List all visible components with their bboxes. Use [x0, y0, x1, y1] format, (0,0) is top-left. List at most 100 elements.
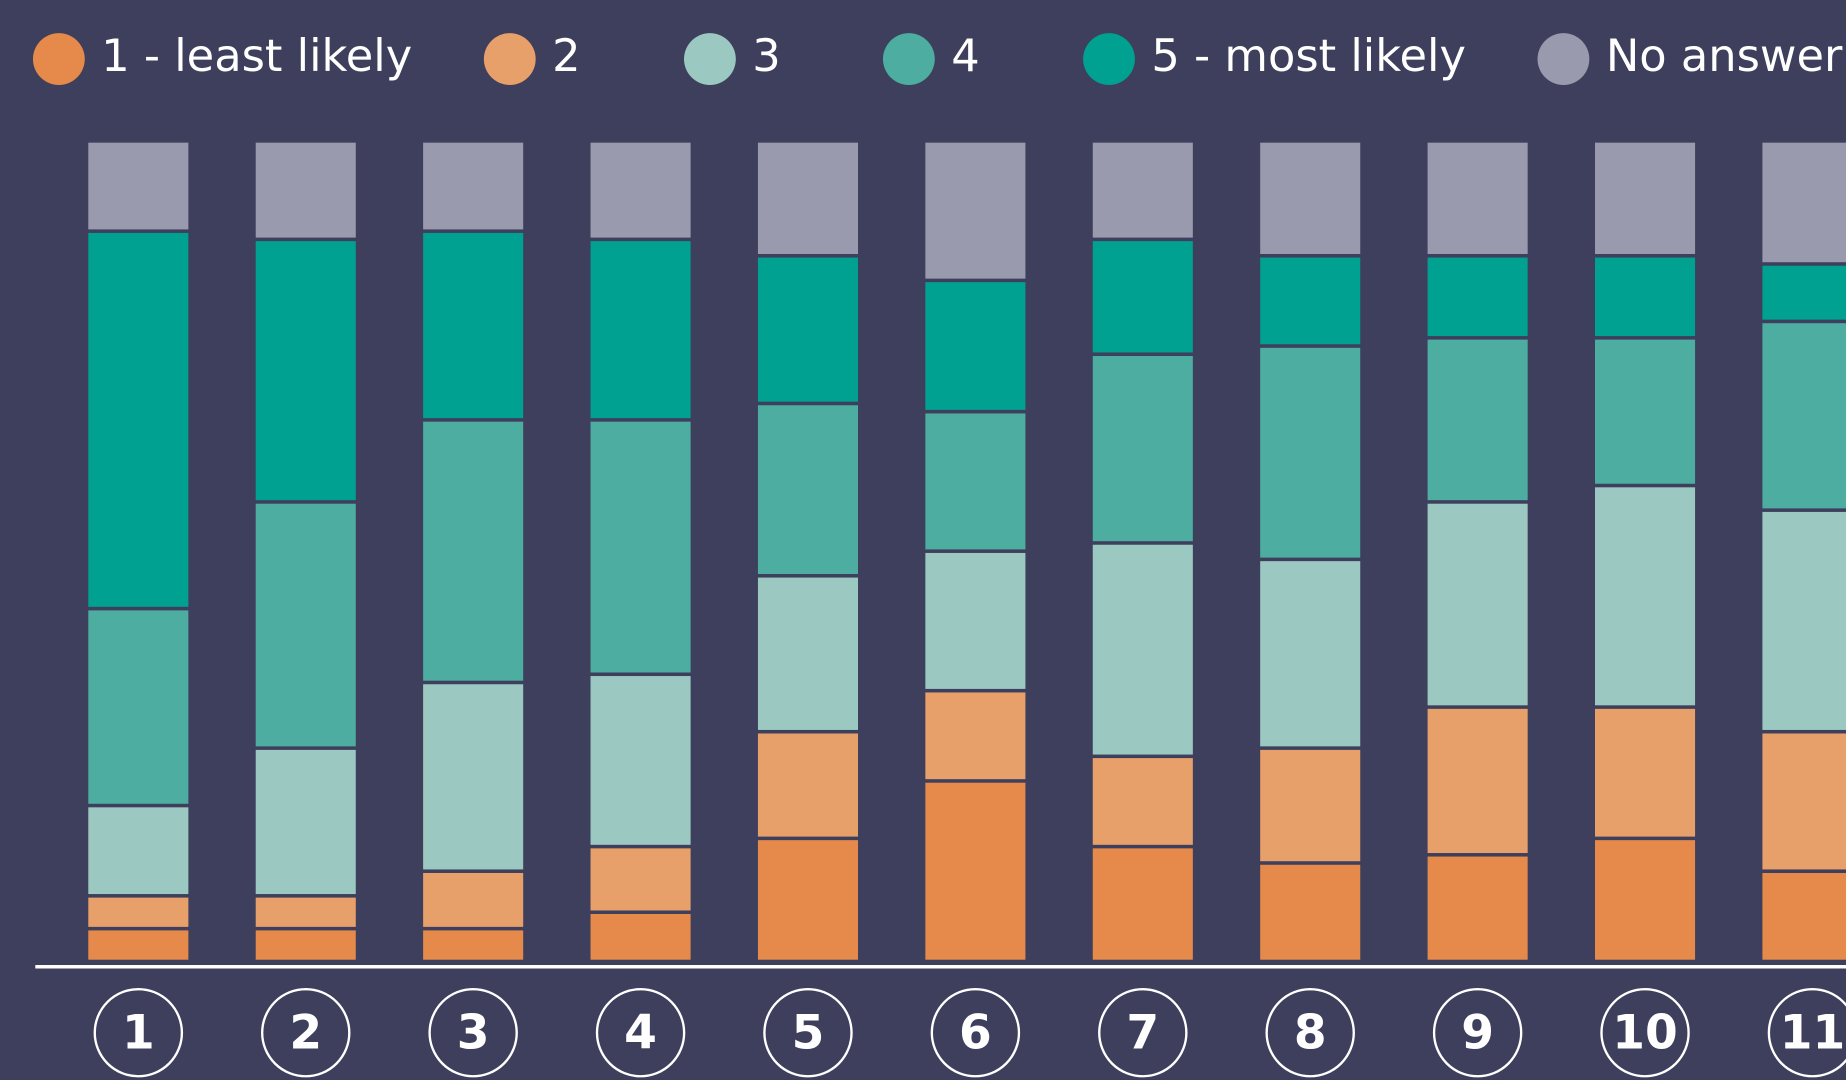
bar-segment: [925, 552, 1026, 689]
bar-segment: [255, 241, 356, 501]
bar-segment: [1762, 511, 1846, 730]
bar-segment: [88, 610, 189, 804]
legend-label: 4: [951, 29, 979, 82]
category-badge: [763, 987, 853, 1078]
bar-segment: [1595, 708, 1696, 837]
legend-swatch: [483, 33, 536, 85]
bar-segment: [1092, 356, 1193, 542]
bar-segment: [590, 241, 691, 419]
bar-segment: [423, 142, 524, 230]
bar-segment: [590, 142, 691, 238]
x-tick-label: 9: [1461, 1006, 1494, 1061]
bar-segment: [757, 577, 859, 730]
bar-segment: [590, 914, 691, 960]
bar-segment: [423, 930, 524, 960]
x-tick-label: 7: [1126, 1006, 1159, 1061]
x-tick-label: 11: [1780, 1006, 1846, 1061]
category-badge: [595, 987, 686, 1078]
x-tick-label: 4: [624, 1006, 657, 1061]
legend-swatch: [684, 33, 736, 85]
bar-segment: [88, 232, 189, 607]
bar-segment: [88, 930, 189, 960]
legend-label: No answer: [1606, 29, 1843, 82]
bar-segment: [757, 142, 859, 255]
category-badge: [1600, 987, 1690, 1078]
x-tick-label: 1: [122, 1006, 155, 1061]
bar-segment: [1260, 561, 1361, 747]
bar-segment: [1595, 142, 1696, 255]
bar-segment: [88, 142, 189, 230]
category-badge: [1265, 987, 1355, 1078]
x-tick-label: 3: [457, 1006, 490, 1061]
bar-segment: [925, 692, 1026, 780]
bar-segment: [423, 684, 524, 870]
bar-segment: [757, 405, 859, 575]
category-badge: [93, 987, 184, 1078]
bar-segment: [757, 257, 859, 402]
bar-segment: [1595, 257, 1696, 337]
bar-segment: [1260, 864, 1361, 960]
bar-segment: [1427, 142, 1528, 255]
legend-swatch: [882, 33, 935, 85]
bar-segment: [1595, 487, 1696, 706]
bar-segment: [1260, 142, 1361, 255]
legend-label: 1 - least likely: [101, 29, 412, 82]
x-tick-label: 2: [289, 1006, 322, 1061]
bar-segment: [1260, 347, 1361, 558]
bar-segment: [1427, 708, 1528, 854]
bar-segment: [590, 676, 691, 845]
bar-segment: [1427, 503, 1528, 706]
bar-segment: [423, 421, 524, 681]
bar-segment: [88, 807, 189, 895]
category-badge: [1767, 987, 1846, 1078]
bar-segment: [1595, 339, 1696, 484]
bar-segment: [1427, 339, 1528, 501]
legend-swatch: [1083, 33, 1135, 85]
legend-label: 5 - most likely: [1151, 29, 1466, 82]
bar-segment: [1092, 241, 1193, 353]
category-badge: [930, 987, 1021, 1078]
bar-segment: [423, 872, 524, 927]
category-badge: [428, 987, 518, 1078]
x-tick-label: 5: [792, 1006, 825, 1061]
bar-segment: [1260, 257, 1361, 345]
bar-segment: [590, 848, 691, 911]
bar-segment: [757, 840, 859, 960]
bar-segment: [255, 142, 356, 238]
legend-swatch: [32, 33, 85, 85]
category-badge: [261, 987, 351, 1078]
bar-segment: [1595, 840, 1696, 960]
bar-segment: [255, 897, 356, 927]
bar-segment: [1092, 544, 1193, 755]
bar-segment: [1762, 265, 1846, 320]
bar-segment: [590, 421, 691, 673]
legend-label: 2: [552, 29, 580, 82]
bar-segment: [1092, 142, 1193, 238]
bar-segment: [1762, 142, 1846, 263]
bar-segment: [1092, 758, 1193, 845]
bar-segment: [925, 142, 1026, 279]
bar-segment: [255, 749, 356, 895]
bar-segment: [1762, 733, 1846, 870]
bar-segment: [88, 897, 189, 927]
bar-segment: [925, 782, 1026, 960]
legend-swatch: [1537, 33, 1590, 85]
bar-segment: [1092, 848, 1193, 960]
bar-segment: [423, 232, 524, 419]
x-tick-label: 8: [1294, 1006, 1327, 1061]
bar-segment: [1762, 323, 1846, 509]
bar-segment: [1260, 749, 1361, 862]
x-tick-label: 10: [1612, 1006, 1678, 1061]
category-badge: [1098, 987, 1188, 1078]
bar-segment: [1427, 856, 1528, 960]
bar-segment: [925, 282, 1026, 410]
x-tick-label: 6: [959, 1006, 992, 1061]
category-badge: [1432, 987, 1523, 1078]
bar-segment: [1762, 872, 1846, 960]
bar-segment: [255, 503, 356, 747]
bar-segment: [1427, 257, 1528, 337]
bar-segment: [255, 930, 356, 960]
bar-segment: [925, 413, 1026, 550]
